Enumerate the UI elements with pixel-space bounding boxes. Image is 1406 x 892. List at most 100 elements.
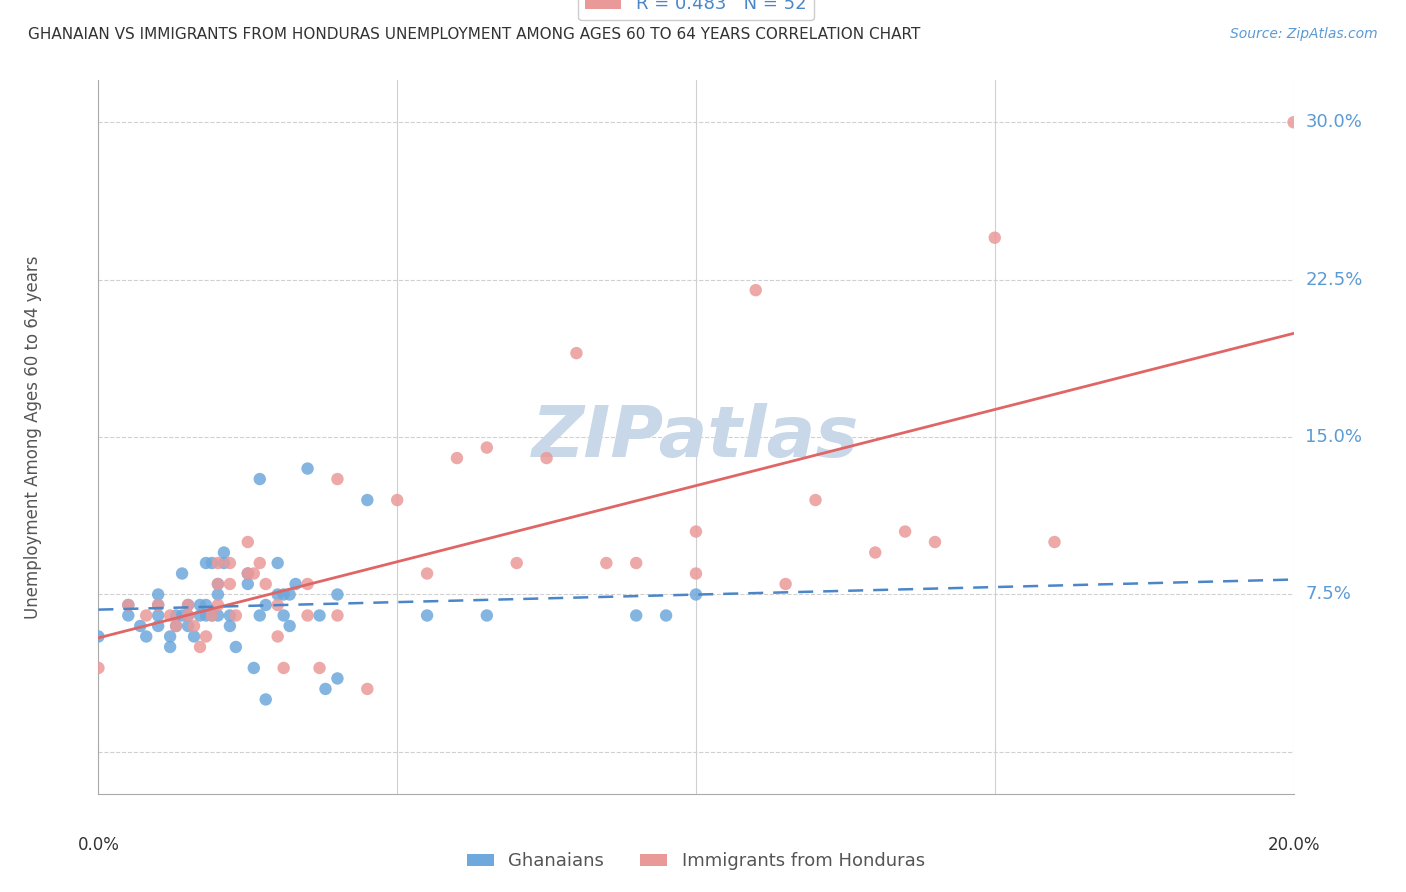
Point: [254, 692, 277, 706]
Point: [267, 598, 290, 612]
Point: [297, 461, 319, 475]
Point: [201, 608, 224, 623]
Point: [356, 493, 378, 508]
Point: [207, 598, 229, 612]
Point: [475, 608, 498, 623]
Point: [308, 661, 330, 675]
Point: [745, 283, 768, 297]
Point: [685, 566, 707, 581]
Point: [194, 630, 218, 644]
Point: [243, 661, 266, 675]
Text: Unemployment Among Ages 60 to 64 years: Unemployment Among Ages 60 to 64 years: [24, 255, 42, 619]
Point: [201, 608, 224, 623]
Point: [308, 608, 330, 623]
Point: [326, 608, 349, 623]
Point: [254, 598, 277, 612]
Point: [267, 630, 290, 644]
Point: [177, 598, 200, 612]
Point: [165, 619, 187, 633]
Point: [212, 545, 235, 559]
Text: Source: ZipAtlas.com: Source: ZipAtlas.com: [1230, 27, 1378, 41]
Point: [148, 598, 170, 612]
Point: [416, 566, 439, 581]
Point: [225, 608, 247, 623]
Point: [624, 556, 647, 570]
Point: [236, 566, 259, 581]
Point: [194, 556, 218, 570]
Point: [536, 451, 558, 466]
Point: [865, 545, 887, 559]
Point: [278, 619, 301, 633]
Point: [326, 587, 349, 601]
Point: [183, 630, 205, 644]
Point: [129, 619, 152, 633]
Point: [117, 598, 139, 612]
Point: [212, 556, 235, 570]
Point: [685, 587, 707, 601]
Point: [385, 493, 409, 508]
Point: [207, 577, 229, 591]
Point: [249, 608, 271, 623]
Point: [87, 661, 110, 675]
Point: [87, 630, 110, 644]
Point: [117, 608, 139, 623]
Point: [297, 577, 319, 591]
Point: [775, 577, 797, 591]
Point: [278, 587, 301, 601]
Point: [565, 346, 588, 360]
Point: [165, 608, 187, 623]
Point: [194, 598, 218, 612]
Point: [1282, 115, 1305, 129]
Point: [117, 598, 139, 612]
Point: [804, 493, 827, 508]
Point: [207, 556, 229, 570]
Point: [685, 524, 707, 539]
Point: [219, 556, 242, 570]
Point: [201, 556, 224, 570]
Point: [165, 619, 187, 633]
Point: [159, 608, 181, 623]
Text: 22.5%: 22.5%: [1306, 270, 1362, 289]
Point: [159, 640, 181, 654]
Point: [172, 566, 194, 581]
Point: [315, 681, 337, 696]
Point: [273, 608, 295, 623]
Point: [219, 619, 242, 633]
Point: [148, 598, 170, 612]
Point: [207, 577, 229, 591]
Point: [172, 608, 194, 623]
Point: [983, 230, 1005, 244]
Point: [177, 598, 200, 612]
Point: [236, 566, 259, 581]
Point: [148, 608, 170, 623]
Point: [924, 535, 946, 549]
Point: [273, 587, 295, 601]
Point: [595, 556, 617, 570]
Point: [446, 451, 468, 466]
Point: [267, 587, 290, 601]
Point: [148, 587, 170, 601]
Point: [1043, 535, 1066, 549]
Point: [273, 661, 295, 675]
Text: 20.0%: 20.0%: [1267, 836, 1320, 854]
Point: [207, 587, 229, 601]
Point: [159, 630, 181, 644]
Point: [475, 441, 498, 455]
Point: [243, 566, 266, 581]
Text: 30.0%: 30.0%: [1306, 113, 1362, 131]
Point: [236, 535, 259, 549]
Text: ZIPatlas: ZIPatlas: [533, 402, 859, 472]
Point: [254, 577, 277, 591]
Point: [624, 608, 647, 623]
Point: [194, 608, 218, 623]
Point: [655, 608, 678, 623]
Point: [188, 640, 211, 654]
Point: [207, 608, 229, 623]
Point: [177, 619, 200, 633]
Point: [326, 472, 349, 486]
Legend: Ghanaians, Immigrants from Honduras: Ghanaians, Immigrants from Honduras: [460, 846, 932, 878]
Text: GHANAIAN VS IMMIGRANTS FROM HONDURAS UNEMPLOYMENT AMONG AGES 60 TO 64 YEARS CORR: GHANAIAN VS IMMIGRANTS FROM HONDURAS UNE…: [28, 27, 921, 42]
Point: [135, 630, 157, 644]
Point: [225, 640, 247, 654]
Point: [267, 556, 290, 570]
